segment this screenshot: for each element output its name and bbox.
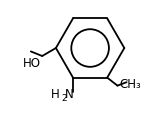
Text: HO: HO bbox=[22, 56, 40, 69]
Text: H: H bbox=[51, 87, 60, 100]
Text: 2: 2 bbox=[61, 93, 67, 102]
Text: N: N bbox=[65, 87, 74, 100]
Text: CH₃: CH₃ bbox=[119, 78, 141, 91]
